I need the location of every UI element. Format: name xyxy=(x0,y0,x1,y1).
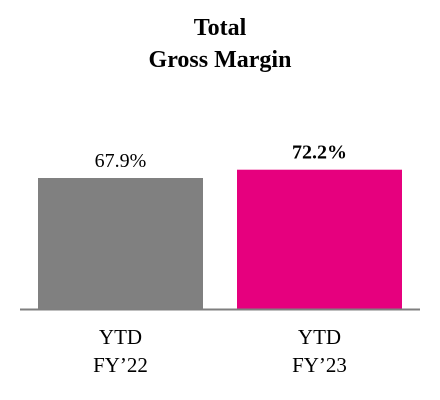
category-label-1-line-1: FY’23 xyxy=(292,353,347,377)
category-label-1-line-0: YTD xyxy=(298,325,341,349)
value-label-1: 72.2% xyxy=(292,142,347,164)
value-label-0: 67.9% xyxy=(95,150,147,172)
bar-1 xyxy=(237,169,402,309)
category-label-0-line-1: FY’22 xyxy=(93,353,148,377)
category-label-0-line-0: YTD xyxy=(99,325,142,349)
chart-title-line-1: Total xyxy=(193,15,247,41)
chart-title-line-2: Gross Margin xyxy=(148,47,292,73)
bar-0 xyxy=(38,178,203,309)
